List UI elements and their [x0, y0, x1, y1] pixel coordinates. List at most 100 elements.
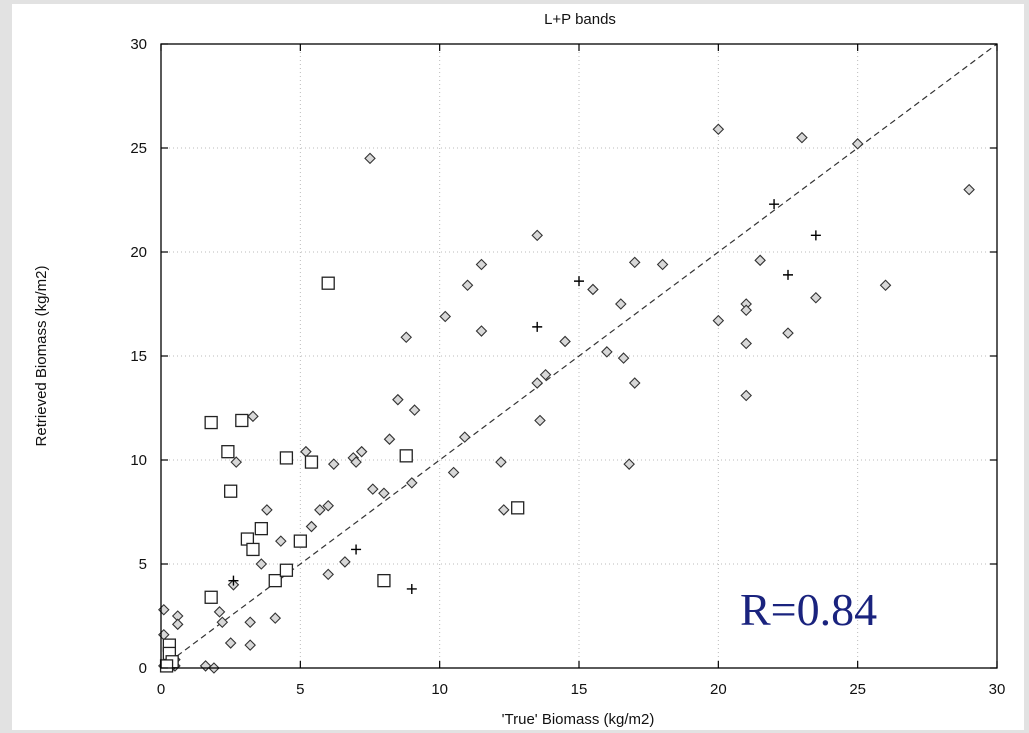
square-point [279, 451, 294, 465]
diamond-point [656, 258, 669, 271]
y-tick-label: 15 [130, 348, 147, 365]
diamond-point [712, 123, 725, 136]
diamond-point [439, 310, 452, 323]
diamond-point [712, 314, 725, 327]
square-point [304, 455, 319, 469]
square-point [377, 573, 391, 588]
diamond-point [216, 616, 229, 629]
diamond-point [406, 477, 418, 489]
y-tick-label: 0 [139, 660, 147, 677]
plus-point [810, 230, 821, 241]
square-point [511, 501, 525, 515]
diamond-point [355, 445, 368, 458]
diamond-point [213, 606, 226, 618]
x-tick-label: 15 [571, 681, 588, 698]
square-point [279, 563, 294, 577]
diamond-point [623, 458, 635, 470]
plus-point [406, 583, 417, 594]
square-point [268, 573, 282, 588]
diamond-point [383, 433, 396, 445]
correlation-annotation: R=0.84 [740, 584, 877, 635]
diamond-point [963, 183, 975, 196]
diamond-point [171, 618, 184, 631]
y-tick-label: 30 [130, 36, 147, 53]
diamond-point [447, 466, 460, 479]
square-point [321, 276, 335, 290]
diamond-point [475, 325, 488, 337]
plus-point [574, 276, 584, 287]
y-tick-label: 10 [130, 452, 147, 469]
square-point [235, 413, 249, 428]
diamond-point [534, 414, 546, 427]
diamond-point [350, 456, 362, 468]
x-tick-label: 20 [710, 681, 727, 698]
y-tick-label: 5 [139, 556, 147, 573]
axis-ticks: 0 5 10 15 20 25 30 0 5 10 15 20 25 30 [130, 36, 1005, 698]
diamond-point [879, 279, 892, 292]
diamond-point [810, 291, 822, 304]
reference-line-y-equals-x [160, 43, 998, 669]
diamond-point [314, 504, 326, 516]
x-axis-label: 'True' Biomass (kg/m2) [502, 711, 655, 728]
square-point [293, 534, 307, 548]
diamond-point [364, 152, 376, 165]
diamond-point [559, 335, 571, 348]
square-point [204, 590, 218, 604]
x-tick-label: 30 [989, 681, 1006, 698]
x-tick-label: 10 [431, 681, 448, 698]
plus-point [532, 321, 543, 332]
diamond-point [495, 456, 507, 468]
figure-background [12, 4, 1024, 730]
diamond-point [327, 458, 340, 470]
plus-point [351, 544, 362, 555]
square-point [159, 659, 174, 673]
diamond-point [615, 298, 627, 310]
diamond-point [275, 535, 287, 547]
square-point [204, 415, 218, 430]
diamond-point [601, 346, 613, 358]
diamond-point [740, 389, 752, 402]
square-point [399, 449, 413, 463]
diamond-point [740, 304, 752, 317]
x-tick-label: 25 [849, 681, 866, 698]
square-point [224, 484, 238, 498]
diamond-point [244, 639, 256, 651]
diamond-point [400, 331, 413, 344]
diamond-point [475, 258, 488, 271]
diamond-point [247, 410, 259, 423]
diamond-point [497, 504, 510, 516]
diamond-point [539, 368, 552, 381]
diamond-point [531, 377, 543, 389]
diamond-point [587, 283, 599, 296]
diamond-point [392, 393, 404, 406]
diamond-point [261, 504, 273, 516]
diamond-point [378, 487, 390, 500]
diamond-point [740, 337, 752, 350]
y-tick-label: 25 [130, 140, 147, 157]
plus-point [228, 575, 239, 586]
chart-title: L+P bands [544, 11, 616, 28]
diamond-point [628, 256, 641, 269]
diamond-point [461, 279, 474, 292]
diamond-point [322, 568, 334, 581]
diamond-point [230, 456, 243, 468]
diamond-point [782, 327, 794, 339]
plus-point [769, 199, 780, 210]
data-points [158, 123, 975, 674]
diamond-point [339, 556, 351, 568]
diamond-point [458, 431, 471, 443]
square-point [254, 521, 268, 536]
diamond-point [255, 558, 268, 570]
diamond-point [408, 404, 421, 416]
diamond-point [628, 377, 641, 389]
diamond-point [754, 254, 766, 267]
diamond-point [244, 616, 256, 629]
diamond-point [269, 612, 282, 624]
diamond-point [617, 352, 630, 364]
diamond-point [796, 131, 808, 144]
square-point [246, 542, 260, 557]
diamond-point [224, 637, 237, 649]
x-tick-label: 5 [296, 681, 304, 698]
